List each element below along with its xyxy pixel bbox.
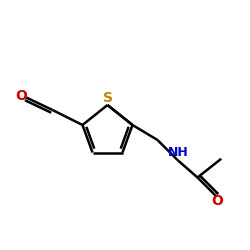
Text: O: O xyxy=(212,194,224,208)
Text: NH: NH xyxy=(168,146,188,160)
Text: S: S xyxy=(102,91,113,105)
Text: O: O xyxy=(15,89,27,103)
